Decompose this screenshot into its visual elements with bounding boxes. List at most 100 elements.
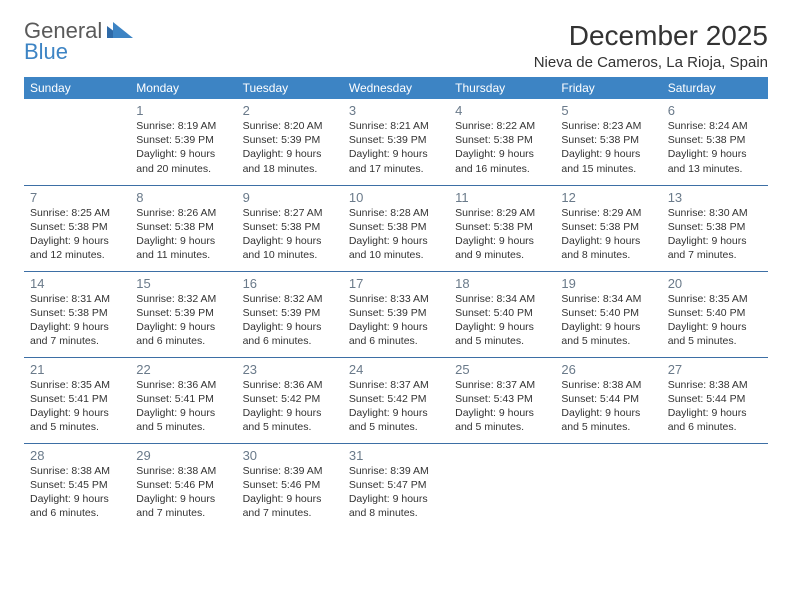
sunset-line: Sunset: 5:38 PM bbox=[30, 306, 124, 320]
logo-word-blue: Blue bbox=[24, 41, 133, 63]
calendar-empty-cell bbox=[449, 443, 555, 529]
daylight-line: Daylight: 9 hours and 13 minutes. bbox=[668, 147, 762, 175]
calendar-empty-cell bbox=[662, 443, 768, 529]
day-number: 2 bbox=[243, 103, 337, 118]
calendar-day-cell: 31Sunrise: 8:39 AMSunset: 5:47 PMDayligh… bbox=[343, 443, 449, 529]
sunset-line: Sunset: 5:46 PM bbox=[136, 478, 230, 492]
calendar-day-cell: 13Sunrise: 8:30 AMSunset: 5:38 PMDayligh… bbox=[662, 185, 768, 271]
sunset-line: Sunset: 5:38 PM bbox=[668, 220, 762, 234]
sunset-line: Sunset: 5:45 PM bbox=[30, 478, 124, 492]
sunset-line: Sunset: 5:43 PM bbox=[455, 392, 549, 406]
daylight-line: Daylight: 9 hours and 7 minutes. bbox=[243, 492, 337, 520]
daylight-line: Daylight: 9 hours and 5 minutes. bbox=[561, 406, 655, 434]
day-number: 29 bbox=[136, 448, 230, 463]
calendar-header-row: SundayMondayTuesdayWednesdayThursdayFrid… bbox=[24, 77, 768, 99]
daylight-line: Daylight: 9 hours and 5 minutes. bbox=[136, 406, 230, 434]
calendar-empty-cell bbox=[555, 443, 661, 529]
title-block: December 2025 Nieva de Cameros, La Rioja… bbox=[534, 20, 768, 71]
sunrise-line: Sunrise: 8:37 AM bbox=[349, 378, 443, 392]
daylight-line: Daylight: 9 hours and 17 minutes. bbox=[349, 147, 443, 175]
sunset-line: Sunset: 5:38 PM bbox=[455, 133, 549, 147]
daylight-line: Daylight: 9 hours and 12 minutes. bbox=[30, 234, 124, 262]
sunrise-line: Sunrise: 8:24 AM bbox=[668, 119, 762, 133]
page-title: December 2025 bbox=[534, 20, 768, 52]
sunset-line: Sunset: 5:38 PM bbox=[561, 133, 655, 147]
calendar-day-cell: 14Sunrise: 8:31 AMSunset: 5:38 PMDayligh… bbox=[24, 271, 130, 357]
daylight-line: Daylight: 9 hours and 10 minutes. bbox=[243, 234, 337, 262]
dow-header: Wednesday bbox=[343, 77, 449, 99]
day-number: 11 bbox=[455, 190, 549, 205]
daylight-line: Daylight: 9 hours and 5 minutes. bbox=[243, 406, 337, 434]
dow-header: Sunday bbox=[24, 77, 130, 99]
day-number: 19 bbox=[561, 276, 655, 291]
calendar-day-cell: 11Sunrise: 8:29 AMSunset: 5:38 PMDayligh… bbox=[449, 185, 555, 271]
daylight-line: Daylight: 9 hours and 20 minutes. bbox=[136, 147, 230, 175]
calendar-day-cell: 25Sunrise: 8:37 AMSunset: 5:43 PMDayligh… bbox=[449, 357, 555, 443]
calendar-day-cell: 27Sunrise: 8:38 AMSunset: 5:44 PMDayligh… bbox=[662, 357, 768, 443]
sunrise-line: Sunrise: 8:34 AM bbox=[455, 292, 549, 306]
calendar-day-cell: 26Sunrise: 8:38 AMSunset: 5:44 PMDayligh… bbox=[555, 357, 661, 443]
daylight-line: Daylight: 9 hours and 6 minutes. bbox=[349, 320, 443, 348]
sunset-line: Sunset: 5:40 PM bbox=[455, 306, 549, 320]
day-number: 7 bbox=[30, 190, 124, 205]
sunset-line: Sunset: 5:41 PM bbox=[136, 392, 230, 406]
sunrise-line: Sunrise: 8:36 AM bbox=[243, 378, 337, 392]
sunrise-line: Sunrise: 8:36 AM bbox=[136, 378, 230, 392]
daylight-line: Daylight: 9 hours and 7 minutes. bbox=[136, 492, 230, 520]
dow-header: Thursday bbox=[449, 77, 555, 99]
sunset-line: Sunset: 5:41 PM bbox=[30, 392, 124, 406]
day-number: 25 bbox=[455, 362, 549, 377]
calendar-day-cell: 6Sunrise: 8:24 AMSunset: 5:38 PMDaylight… bbox=[662, 99, 768, 185]
day-number: 22 bbox=[136, 362, 230, 377]
sunrise-line: Sunrise: 8:39 AM bbox=[349, 464, 443, 478]
calendar-day-cell: 28Sunrise: 8:38 AMSunset: 5:45 PMDayligh… bbox=[24, 443, 130, 529]
sunset-line: Sunset: 5:38 PM bbox=[349, 220, 443, 234]
header: General Blue December 2025 Nieva de Came… bbox=[24, 20, 768, 71]
dow-header: Friday bbox=[555, 77, 661, 99]
sunset-line: Sunset: 5:40 PM bbox=[561, 306, 655, 320]
sunset-line: Sunset: 5:38 PM bbox=[455, 220, 549, 234]
dow-header: Saturday bbox=[662, 77, 768, 99]
calendar-day-cell: 22Sunrise: 8:36 AMSunset: 5:41 PMDayligh… bbox=[130, 357, 236, 443]
calendar-table: SundayMondayTuesdayWednesdayThursdayFrid… bbox=[24, 77, 768, 529]
logo-text-block: General Blue bbox=[24, 20, 133, 63]
sunset-line: Sunset: 5:38 PM bbox=[243, 220, 337, 234]
sunrise-line: Sunrise: 8:34 AM bbox=[561, 292, 655, 306]
calendar-day-cell: 19Sunrise: 8:34 AMSunset: 5:40 PMDayligh… bbox=[555, 271, 661, 357]
sunrise-line: Sunrise: 8:28 AM bbox=[349, 206, 443, 220]
sunrise-line: Sunrise: 8:38 AM bbox=[30, 464, 124, 478]
daylight-line: Daylight: 9 hours and 5 minutes. bbox=[561, 320, 655, 348]
calendar-day-cell: 9Sunrise: 8:27 AMSunset: 5:38 PMDaylight… bbox=[237, 185, 343, 271]
day-number: 9 bbox=[243, 190, 337, 205]
calendar-day-cell: 7Sunrise: 8:25 AMSunset: 5:38 PMDaylight… bbox=[24, 185, 130, 271]
day-number: 1 bbox=[136, 103, 230, 118]
sunset-line: Sunset: 5:39 PM bbox=[349, 306, 443, 320]
sunrise-line: Sunrise: 8:39 AM bbox=[243, 464, 337, 478]
sunset-line: Sunset: 5:40 PM bbox=[668, 306, 762, 320]
calendar-week-row: 1Sunrise: 8:19 AMSunset: 5:39 PMDaylight… bbox=[24, 99, 768, 185]
day-number: 17 bbox=[349, 276, 443, 291]
calendar-day-cell: 17Sunrise: 8:33 AMSunset: 5:39 PMDayligh… bbox=[343, 271, 449, 357]
daylight-line: Daylight: 9 hours and 5 minutes. bbox=[30, 406, 124, 434]
sunrise-line: Sunrise: 8:26 AM bbox=[136, 206, 230, 220]
sunset-line: Sunset: 5:42 PM bbox=[243, 392, 337, 406]
sunrise-line: Sunrise: 8:27 AM bbox=[243, 206, 337, 220]
sunrise-line: Sunrise: 8:19 AM bbox=[136, 119, 230, 133]
day-number: 13 bbox=[668, 190, 762, 205]
sunrise-line: Sunrise: 8:32 AM bbox=[136, 292, 230, 306]
calendar-day-cell: 8Sunrise: 8:26 AMSunset: 5:38 PMDaylight… bbox=[130, 185, 236, 271]
sunrise-line: Sunrise: 8:37 AM bbox=[455, 378, 549, 392]
sunset-line: Sunset: 5:39 PM bbox=[349, 133, 443, 147]
daylight-line: Daylight: 9 hours and 15 minutes. bbox=[561, 147, 655, 175]
calendar-day-cell: 1Sunrise: 8:19 AMSunset: 5:39 PMDaylight… bbox=[130, 99, 236, 185]
sunset-line: Sunset: 5:39 PM bbox=[136, 133, 230, 147]
calendar-week-row: 14Sunrise: 8:31 AMSunset: 5:38 PMDayligh… bbox=[24, 271, 768, 357]
dow-header: Tuesday bbox=[237, 77, 343, 99]
calendar-empty-cell bbox=[24, 99, 130, 185]
day-number: 14 bbox=[30, 276, 124, 291]
calendar-day-cell: 23Sunrise: 8:36 AMSunset: 5:42 PMDayligh… bbox=[237, 357, 343, 443]
sunset-line: Sunset: 5:39 PM bbox=[243, 306, 337, 320]
sunset-line: Sunset: 5:42 PM bbox=[349, 392, 443, 406]
sunrise-line: Sunrise: 8:22 AM bbox=[455, 119, 549, 133]
daylight-line: Daylight: 9 hours and 6 minutes. bbox=[668, 406, 762, 434]
